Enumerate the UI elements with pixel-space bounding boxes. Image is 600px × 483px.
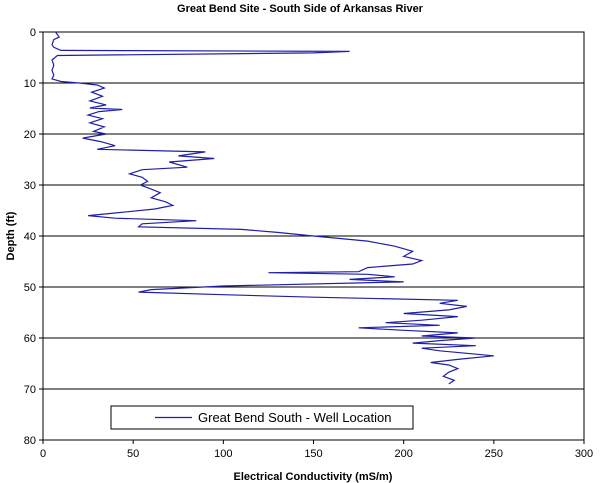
x-tick-label: 100	[214, 448, 232, 460]
x-tick-label: 0	[40, 448, 46, 460]
y-axis-label: Depth (ft)	[5, 211, 17, 260]
y-tick-label: 80	[24, 435, 36, 447]
chart-title: Great Bend Site - South Side of Arkansas…	[177, 3, 424, 15]
y-tick-label: 10	[24, 78, 36, 90]
y-axis-ticks: 0 10 20 30 40 50 60 70 80	[24, 27, 43, 447]
series-line-great-bend-south	[51, 31, 494, 385]
legend-box	[110, 405, 414, 430]
y-tick-label: 20	[24, 129, 36, 141]
y-tick-label: 30	[24, 180, 36, 192]
x-tick-label: 200	[394, 448, 412, 460]
y-tick-label: 40	[24, 231, 36, 243]
legend: Great Bend South - Well Location	[110, 405, 414, 430]
legend-label: Great Bend South - Well Location	[198, 410, 391, 425]
x-tick-label: 150	[304, 448, 322, 460]
y-tick-label: 0	[30, 27, 36, 39]
y-tick-label: 60	[24, 333, 36, 345]
x-axis-ticks: 0 50 100 150 200 250 300	[40, 440, 593, 460]
gridlines	[43, 82, 584, 390]
x-axis-label: Electrical Conductivity (mS/m)	[234, 471, 393, 483]
x-tick-label: 50	[127, 448, 139, 460]
y-tick-label: 50	[24, 282, 36, 294]
y-tick-label: 70	[24, 384, 36, 396]
x-tick-label: 250	[485, 448, 503, 460]
x-tick-label: 300	[575, 448, 593, 460]
